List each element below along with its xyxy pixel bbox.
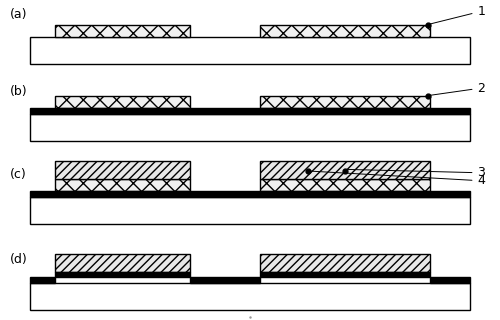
Bar [55,254,190,272]
Bar [30,37,470,64]
Bar [30,114,470,141]
Bar [430,277,470,283]
Bar [260,25,430,37]
Bar [30,283,470,310]
Bar [260,96,430,108]
Bar [30,191,470,197]
Bar [55,96,190,108]
Bar [190,277,260,283]
Bar [30,197,470,224]
Bar [55,272,190,277]
Bar [260,272,430,277]
Bar [30,108,470,114]
Bar [30,277,55,283]
Text: (a): (a) [10,8,28,21]
Bar [260,254,430,272]
Text: (c): (c) [10,168,27,181]
Text: 1: 1 [430,5,486,24]
Bar [260,179,430,191]
Text: (b): (b) [10,85,28,98]
Bar [55,161,190,179]
Text: (d): (d) [10,253,28,266]
Bar [55,179,190,191]
Text: 3: 3 [348,166,486,179]
Bar [260,161,430,179]
Text: 2: 2 [430,82,486,95]
Text: 4: 4 [310,171,486,187]
Bar [55,25,190,37]
